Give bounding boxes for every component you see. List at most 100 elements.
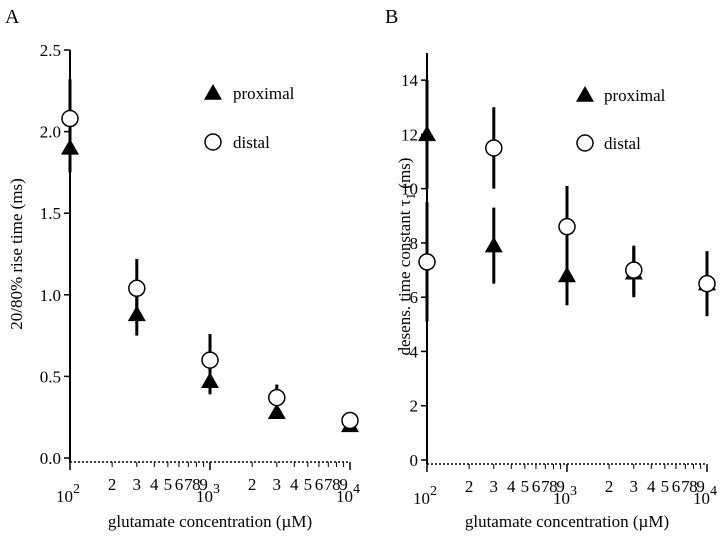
panel-label: A xyxy=(5,6,20,28)
y-tick-label: 1.5 xyxy=(40,204,61,223)
y-axis-title-sub: 1 xyxy=(403,193,418,200)
x-tick-exponent: 2 xyxy=(73,482,80,497)
x-tick-minor-label: 8 xyxy=(332,475,341,494)
x-tick-minor-label: 2 xyxy=(108,475,117,494)
data-point-distal xyxy=(341,411,359,430)
y-axis-title: 20/80% rise time (ms) xyxy=(7,178,26,330)
y-axis-title-unit: (ms) xyxy=(395,158,414,193)
x-tick-label: 103 xyxy=(196,482,220,506)
x-tick-minor-label: 7 xyxy=(184,475,193,494)
x-tick-minor-label: 4 xyxy=(290,475,299,494)
y-tick-label: 2.5 xyxy=(40,41,61,60)
legend-marker-distal xyxy=(576,134,594,152)
y-tick-label: 6 xyxy=(410,288,419,307)
legend-label-proximal: proximal xyxy=(604,86,666,105)
data-point-distal xyxy=(485,139,503,157)
y-tick-label: 0.0 xyxy=(40,449,61,468)
y-tick-label: 2 xyxy=(410,397,419,416)
x-tick-minor-label: 9 xyxy=(339,475,348,494)
x-tick-exponent: 4 xyxy=(353,482,360,497)
x-tick-minor-label: 7 xyxy=(681,477,690,496)
x-tick-minor-label: 3 xyxy=(490,477,499,496)
data-point-distal xyxy=(418,253,436,271)
x-tick-minor-label: 9 xyxy=(696,477,705,496)
x-tick-minor-label: 5 xyxy=(164,475,173,494)
x-tick-minor-label: 2 xyxy=(248,475,257,494)
y-tick-label: 0.5 xyxy=(40,367,61,386)
x-tick-minor-label: 6 xyxy=(672,477,681,496)
x-tick-minor-label: 6 xyxy=(532,477,541,496)
x-tick-minor-label: 2 xyxy=(465,477,474,496)
x-tick-base: 10 xyxy=(553,489,570,508)
x-tick-minor-label: 7 xyxy=(324,475,333,494)
y-tick-label: 14 xyxy=(401,71,419,90)
x-tick-minor-label: 3 xyxy=(273,475,282,494)
data-point-proximal xyxy=(484,236,503,253)
x-tick-minor-label: 9 xyxy=(556,477,565,496)
x-tick-minor-label: 5 xyxy=(521,477,530,496)
x-axis-title: glutamate concentration (µM) xyxy=(108,512,312,531)
x-tick-label: 104 xyxy=(336,482,360,506)
x-tick-minor-label: 3 xyxy=(133,475,142,494)
legend-label-distal: distal xyxy=(233,133,270,152)
y-tick-label: 10 xyxy=(401,180,418,199)
y-tick-label: 0 xyxy=(410,451,419,470)
y-tick-label: 8 xyxy=(410,234,419,253)
y-axis-title: desens. time constant τ1 (ms) xyxy=(395,158,418,356)
data-point-proximal xyxy=(418,125,436,142)
x-tick-minor-label: 2 xyxy=(605,477,614,496)
x-tick-label: 103 xyxy=(553,484,577,508)
data-point-distal xyxy=(201,351,219,369)
legend-marker-proximal xyxy=(204,84,222,100)
y-axis-title-main: desens. time constant τ xyxy=(395,199,414,355)
x-tick-base: 10 xyxy=(56,487,73,506)
legend-label-proximal: proximal xyxy=(233,84,295,103)
data-point-distal xyxy=(61,109,79,128)
data-point-distal xyxy=(128,279,146,298)
x-tick-minor-label: 3 xyxy=(630,477,639,496)
panel-label: B xyxy=(385,6,398,28)
x-tick-base: 10 xyxy=(693,489,710,508)
y-tick-label: 1.0 xyxy=(40,286,61,305)
x-tick-minor-label: 8 xyxy=(689,477,698,496)
x-tick-base: 10 xyxy=(336,487,353,506)
x-tick-minor-label: 5 xyxy=(304,475,313,494)
x-tick-label: 104 xyxy=(693,484,717,508)
x-tick-base: 10 xyxy=(196,487,213,506)
x-tick-label: 102 xyxy=(413,484,437,508)
x-tick-exponent: 3 xyxy=(570,484,577,499)
data-point-distal xyxy=(625,261,643,279)
data-point-distal xyxy=(698,274,716,293)
data-point-proximal xyxy=(267,403,286,420)
y-tick-label: 4 xyxy=(410,342,419,361)
x-tick-minor-label: 6 xyxy=(175,475,184,494)
x-tick-minor-label: 4 xyxy=(647,477,656,496)
x-tick-minor-label: 8 xyxy=(549,477,558,496)
x-tick-minor-label: 8 xyxy=(192,475,201,494)
data-point-distal xyxy=(268,388,286,407)
data-point-distal xyxy=(558,217,576,236)
x-tick-minor-label: 5 xyxy=(661,477,670,496)
y-tick-label: 2.0 xyxy=(40,123,61,142)
x-axis-title: glutamate concentration (µM) xyxy=(465,512,669,531)
series-distal xyxy=(418,107,716,322)
x-tick-exponent: 4 xyxy=(710,484,717,499)
x-tick-minor-label: 9 xyxy=(199,475,208,494)
series-distal xyxy=(61,79,359,430)
x-tick-minor-label: 4 xyxy=(150,475,159,494)
legend-marker-proximal xyxy=(576,86,594,102)
data-point-proximal xyxy=(558,266,576,283)
legend-label-distal: distal xyxy=(604,134,641,153)
x-tick-minor-label: 7 xyxy=(541,477,550,496)
x-tick-label: 102 xyxy=(56,482,80,506)
y-tick-label: 12 xyxy=(401,125,418,144)
x-tick-exponent: 3 xyxy=(213,482,220,497)
x-tick-exponent: 2 xyxy=(430,484,437,499)
x-tick-minor-label: 4 xyxy=(507,477,516,496)
x-tick-base: 10 xyxy=(413,489,430,508)
legend-marker-distal xyxy=(204,133,222,151)
x-tick-minor-label: 6 xyxy=(315,475,324,494)
